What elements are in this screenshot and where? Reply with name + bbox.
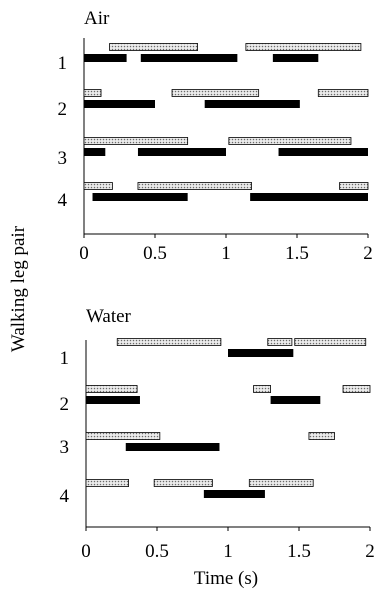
- water-swing-phase-bar: [294, 338, 367, 346]
- y-axis-label: Walking leg pair: [8, 225, 29, 352]
- air-panel-title: Air: [84, 8, 110, 29]
- air-stance-phase-bar: [92, 193, 188, 201]
- water-swing-phase-bar: [116, 338, 222, 346]
- water-swing-phase-bar: [85, 432, 161, 440]
- air-stance-phase-bar: [250, 193, 368, 201]
- water-swing-phase-bar: [85, 479, 129, 487]
- air-swing-phase-bar: [83, 137, 189, 145]
- water-stance-phase-bar: [228, 349, 294, 357]
- air-leg-pair-label: 4: [58, 190, 68, 211]
- air-stance-phase-bar: [84, 54, 127, 62]
- water-stance-phase-bar: [203, 490, 265, 498]
- water-swing-phase-bar: [85, 385, 138, 393]
- air-stance-phase-bar: [204, 100, 300, 108]
- water-stance-phase-bar: [270, 396, 321, 404]
- air-swing-phase-bar: [171, 89, 260, 97]
- water-panel: Water 0 0.5 1 1.5 2 1 2 3 4: [60, 306, 374, 562]
- air-leg-pair-label: 1: [58, 53, 68, 74]
- water-leg-pair-label: 4: [60, 486, 70, 507]
- water-swing-phase-bar: [248, 479, 314, 487]
- water-leg-pair-label: 1: [60, 348, 70, 369]
- air-stance-phase-bar: [84, 100, 155, 108]
- water-x-tick-label: 0.5: [145, 541, 169, 562]
- x-axis-label: Time (s): [194, 568, 258, 589]
- air-swing-phase-bar: [339, 182, 369, 190]
- air-swing-phase-bar: [228, 137, 352, 145]
- air-swing-phase-bar: [137, 182, 252, 190]
- air-panel: Air 0 0.5 1 1.5 2 1 2 3 4: [58, 8, 373, 264]
- water-swing-phase-bar: [253, 385, 271, 393]
- air-x-tick-label: 0.5: [143, 243, 167, 264]
- air-x-tick-label: 2: [363, 243, 373, 264]
- water-swing-phase-bar: [153, 479, 213, 487]
- air-swing-phase-bar: [245, 43, 362, 51]
- water-stance-phase-bar: [125, 443, 220, 451]
- water-x-tick-label: 1.5: [287, 541, 311, 562]
- air-leg-pair-label: 2: [58, 99, 68, 120]
- air-swing-phase-bar: [83, 182, 113, 190]
- air-stance-phase-bar: [137, 148, 226, 156]
- water-leg-pair-label: 2: [60, 394, 70, 415]
- water-swing-phase-bar: [342, 385, 371, 393]
- air-leg-pair-label: 3: [58, 148, 68, 169]
- air-swing-phase-bar: [109, 43, 198, 51]
- water-swing-phase-bar: [308, 432, 335, 440]
- water-stance-phase-bar: [86, 396, 140, 404]
- air-swing-phase-bar: [317, 89, 369, 97]
- water-swing-phase-bar: [267, 338, 293, 346]
- air-stance-phase-bar: [84, 148, 106, 156]
- water-leg-pair-label: 3: [60, 437, 70, 458]
- air-x-tick-label: 1.5: [285, 243, 309, 264]
- air-stance-phase-bar: [140, 54, 238, 62]
- air-x-tick-label: 0: [79, 243, 89, 264]
- air-x-tick-label: 1: [221, 243, 231, 264]
- air-stance-phase-bar: [278, 148, 368, 156]
- water-x-tick-label: 1: [223, 541, 233, 562]
- air-stance-phase-bar: [272, 54, 319, 62]
- water-x-tick-label: 0: [81, 541, 91, 562]
- air-swing-phase-bar: [83, 89, 102, 97]
- water-x-tick-label: 2: [365, 541, 374, 562]
- water-panel-title: Water: [86, 306, 132, 327]
